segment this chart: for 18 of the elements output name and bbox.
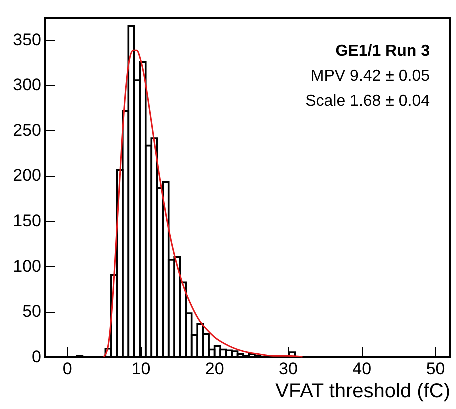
y-tick-label: 0 [32, 348, 42, 366]
y-tick-label: 300 [13, 76, 42, 95]
x-tick-label: 50 [426, 360, 446, 378]
annotation: MPV 9.42 ± 0.05 [310, 68, 430, 85]
x-axis-title: VFAT threshold (fC) [276, 380, 450, 402]
y-tick-label: 150 [13, 212, 42, 231]
x-tick-label: 30 [279, 360, 298, 378]
annotation: Scale 1.68 ± 0.04 [306, 93, 430, 110]
y-tick-label: 100 [13, 256, 42, 276]
x-tick-label: 10 [132, 360, 151, 378]
y-tick-label: 250 [13, 120, 42, 140]
x-tick-label: 40 [352, 360, 372, 378]
y-tick-label: 200 [13, 166, 42, 186]
x-tick-label: 0 [62, 360, 72, 378]
y-tick-label: 350 [13, 30, 42, 50]
x-tick-label: 20 [205, 360, 224, 378]
y-tick-label: 50 [22, 302, 42, 322]
annotation: GE1/1 Run 3 [336, 43, 430, 60]
